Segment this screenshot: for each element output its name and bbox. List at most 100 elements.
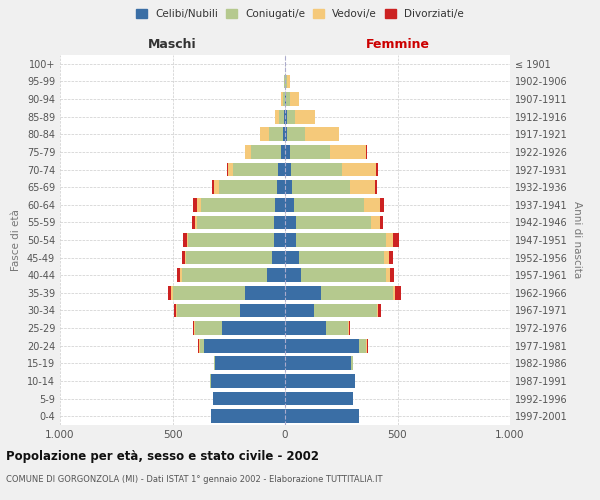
Bar bbox=[285, 216, 296, 230]
Bar bbox=[284, 74, 285, 88]
Bar bbox=[352, 356, 353, 370]
Bar bbox=[377, 304, 379, 318]
Bar bbox=[348, 321, 349, 335]
Bar bbox=[182, 233, 187, 247]
Bar bbox=[227, 162, 233, 176]
Bar bbox=[325, 321, 348, 335]
Bar bbox=[366, 145, 367, 159]
Bar bbox=[173, 304, 176, 318]
Bar bbox=[284, 110, 285, 124]
Bar bbox=[284, 57, 286, 70]
Bar bbox=[285, 339, 359, 352]
Bar bbox=[287, 74, 290, 88]
Bar bbox=[295, 110, 315, 124]
Bar bbox=[286, 92, 290, 106]
Bar bbox=[245, 286, 285, 300]
Bar bbox=[211, 410, 285, 423]
Bar bbox=[371, 216, 380, 230]
Bar bbox=[290, 162, 343, 176]
Bar bbox=[181, 268, 182, 282]
Bar bbox=[285, 145, 290, 159]
Bar bbox=[359, 339, 366, 352]
Bar bbox=[240, 304, 285, 318]
Bar bbox=[280, 110, 284, 124]
Bar bbox=[182, 268, 267, 282]
Bar bbox=[343, 162, 376, 176]
Bar bbox=[301, 268, 386, 282]
Bar bbox=[364, 198, 380, 211]
Bar bbox=[283, 128, 285, 141]
Bar bbox=[284, 286, 286, 300]
Bar bbox=[185, 250, 186, 264]
Bar bbox=[195, 216, 197, 230]
Bar bbox=[284, 392, 286, 406]
Bar bbox=[284, 145, 286, 159]
Bar bbox=[285, 110, 287, 124]
Bar bbox=[290, 145, 330, 159]
Bar bbox=[215, 356, 285, 370]
Bar bbox=[284, 233, 286, 247]
Bar bbox=[168, 286, 172, 300]
Bar bbox=[284, 92, 286, 106]
Bar bbox=[285, 162, 290, 176]
Bar bbox=[292, 180, 350, 194]
Bar bbox=[211, 374, 285, 388]
Bar bbox=[284, 321, 286, 335]
Bar bbox=[269, 128, 283, 141]
Bar bbox=[275, 198, 285, 211]
Bar bbox=[284, 250, 286, 264]
Bar bbox=[194, 321, 195, 335]
Bar bbox=[285, 92, 286, 106]
Bar bbox=[284, 268, 286, 282]
Legend: Celibi/Nubili, Coniugati/e, Vedovi/e, Divorziati/e: Celibi/Nubili, Coniugati/e, Vedovi/e, Di… bbox=[132, 5, 468, 24]
Bar bbox=[284, 162, 286, 176]
Bar bbox=[284, 304, 286, 318]
Bar bbox=[287, 128, 305, 141]
Bar bbox=[173, 286, 245, 300]
Bar bbox=[384, 250, 389, 264]
Bar bbox=[386, 268, 389, 282]
Bar bbox=[285, 304, 314, 318]
Bar bbox=[285, 356, 352, 370]
Bar bbox=[393, 233, 398, 247]
Bar bbox=[389, 268, 394, 282]
Bar bbox=[214, 356, 215, 370]
Bar bbox=[349, 321, 350, 335]
Bar bbox=[260, 128, 269, 141]
Bar bbox=[214, 180, 218, 194]
Bar bbox=[182, 250, 185, 264]
Bar bbox=[274, 216, 285, 230]
Bar bbox=[393, 286, 395, 300]
Bar bbox=[222, 321, 285, 335]
Bar bbox=[375, 180, 377, 194]
Bar bbox=[287, 110, 295, 124]
Bar bbox=[218, 180, 277, 194]
Bar bbox=[284, 216, 286, 230]
Bar bbox=[314, 304, 377, 318]
Bar bbox=[284, 128, 286, 141]
Bar bbox=[386, 233, 393, 247]
Bar bbox=[212, 180, 214, 194]
Bar bbox=[191, 216, 195, 230]
Y-axis label: Anni di nascita: Anni di nascita bbox=[572, 202, 581, 278]
Bar bbox=[366, 339, 367, 352]
Bar bbox=[177, 304, 240, 318]
Bar bbox=[305, 128, 339, 141]
Bar bbox=[350, 180, 375, 194]
Bar bbox=[284, 180, 286, 194]
Bar bbox=[380, 198, 384, 211]
Bar bbox=[193, 198, 197, 211]
Bar bbox=[177, 268, 181, 282]
Bar bbox=[290, 92, 299, 106]
Bar bbox=[285, 198, 294, 211]
Bar bbox=[271, 250, 285, 264]
Bar bbox=[172, 286, 173, 300]
Bar bbox=[321, 286, 393, 300]
Bar bbox=[281, 145, 285, 159]
Text: Femmine: Femmine bbox=[365, 38, 430, 52]
Bar bbox=[200, 198, 275, 211]
Y-axis label: Fasce di età: Fasce di età bbox=[11, 209, 21, 271]
Bar bbox=[204, 339, 285, 352]
Bar bbox=[187, 233, 188, 247]
Bar bbox=[285, 128, 287, 141]
